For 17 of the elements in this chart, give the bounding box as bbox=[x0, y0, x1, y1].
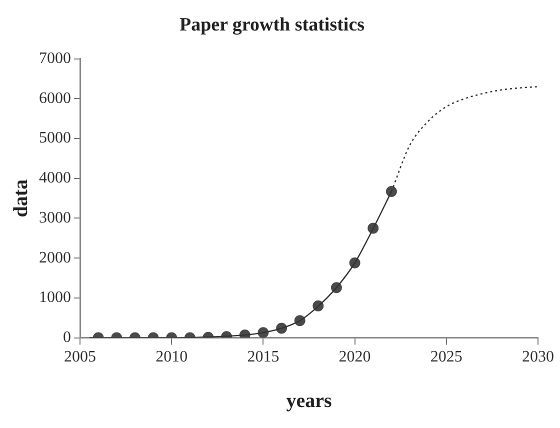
x-tick-label: 2030 bbox=[522, 348, 554, 366]
x-tick-label: 2010 bbox=[156, 348, 188, 366]
y-axis-title: data bbox=[10, 179, 32, 218]
x-tick-label: 2020 bbox=[338, 348, 371, 366]
y-tick-label: 4000 bbox=[39, 170, 71, 187]
y-tick-label: 3000 bbox=[39, 209, 71, 226]
x-axis-title: years bbox=[286, 390, 332, 412]
y-tick-label: 7000 bbox=[39, 50, 71, 68]
y-tick-label: 1000 bbox=[39, 289, 71, 306]
x-tick-label: 2025 bbox=[430, 348, 462, 366]
x-tick-label: 2005 bbox=[64, 348, 96, 366]
chart-title: Paper growth statistics bbox=[179, 14, 365, 36]
x-tick-label: 2015 bbox=[247, 348, 280, 366]
y-tick-label: 5000 bbox=[39, 130, 71, 147]
y-tick-label: 6000 bbox=[39, 90, 71, 107]
y-tick-label: 0 bbox=[63, 329, 71, 346]
y-tick-label: 2000 bbox=[39, 249, 71, 266]
